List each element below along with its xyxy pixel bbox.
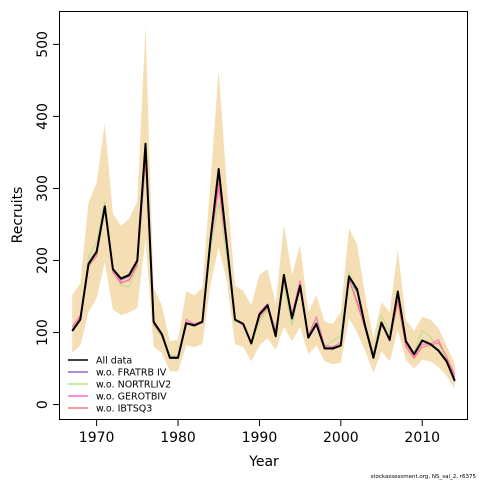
legend-label: w.o. IBTSQ3 [96,404,152,415]
y-tick-label: 200 [35,247,51,274]
y-axis-title: Recruits [10,187,26,244]
x-tick-label: 2010 [404,430,440,446]
series-line-all-data [71,142,456,382]
x-tick-label: 1980 [160,430,196,446]
y-tick-label: 100 [35,319,51,346]
legend-label: w.o. NORTRLIV2 [96,380,171,391]
legend-label: All data [96,356,132,367]
axes-layer [59,11,468,420]
footnote: stockassessment.org, NS_sai_2, r6375 [371,474,477,480]
y-axis: 0 100 200 300 400 500 [35,31,60,409]
y-tick-label: 400 [35,103,51,130]
plot-frame [59,11,468,420]
y-tick-label: 300 [35,175,51,202]
series-layer [71,142,456,382]
x-axis-title: Year [248,454,279,470]
x-tick-label: 1990 [242,430,278,446]
x-tick-label: 2000 [323,430,359,446]
legend-label: w.o. GEROTBIV [96,392,167,403]
x-axis: 1970 1980 1990 2000 2010 [79,419,440,446]
y-tick-label: 500 [35,31,51,58]
y-tick-label: 0 [35,400,51,409]
legend-label: w.o. FRATRB IV [96,368,167,379]
x-tick-label: 1970 [79,430,115,446]
